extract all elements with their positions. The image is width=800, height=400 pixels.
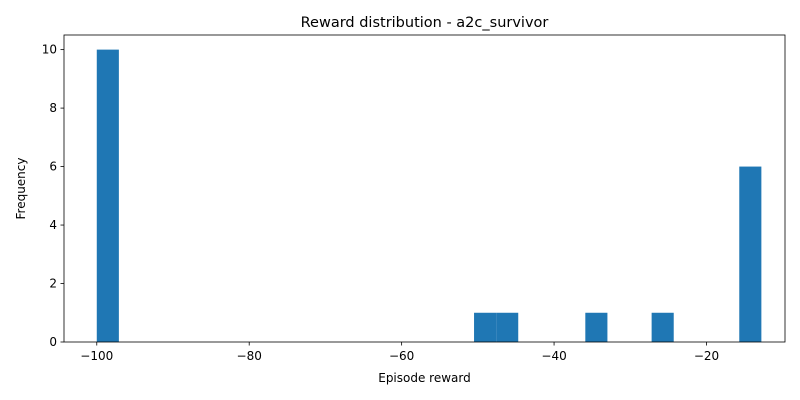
histogram-bar <box>585 312 608 342</box>
chart-title: Reward distribution - a2c_survivor <box>301 15 549 31</box>
x-tick-label: −20 <box>694 349 719 363</box>
y-axis-ticks: 0 2 4 6 8 10 <box>42 43 64 349</box>
histogram-bar <box>474 312 497 342</box>
y-tick-label: 10 <box>42 43 57 57</box>
histogram-bar <box>96 49 119 342</box>
histogram-bar <box>739 166 762 342</box>
y-tick-label: 8 <box>49 101 57 115</box>
x-tick-label: −40 <box>541 349 566 363</box>
x-tick-label: −80 <box>237 349 262 363</box>
x-tick-label: −100 <box>80 349 113 363</box>
x-axis-label: Episode reward <box>378 371 471 385</box>
x-axis-ticks: −100 −80 −60 −40 −20 <box>80 342 719 363</box>
plot-frame <box>63 34 786 343</box>
y-tick-label: 6 <box>49 160 57 174</box>
y-tick-label: 4 <box>49 218 57 232</box>
y-tick-label: 2 <box>49 277 57 291</box>
y-tick-label: 0 <box>49 335 57 349</box>
x-tick-label: −60 <box>389 349 414 363</box>
bars-group <box>96 49 762 342</box>
histogram-bar <box>496 312 519 342</box>
y-axis-label: Frequency <box>14 158 28 220</box>
histogram-bar <box>651 312 674 342</box>
